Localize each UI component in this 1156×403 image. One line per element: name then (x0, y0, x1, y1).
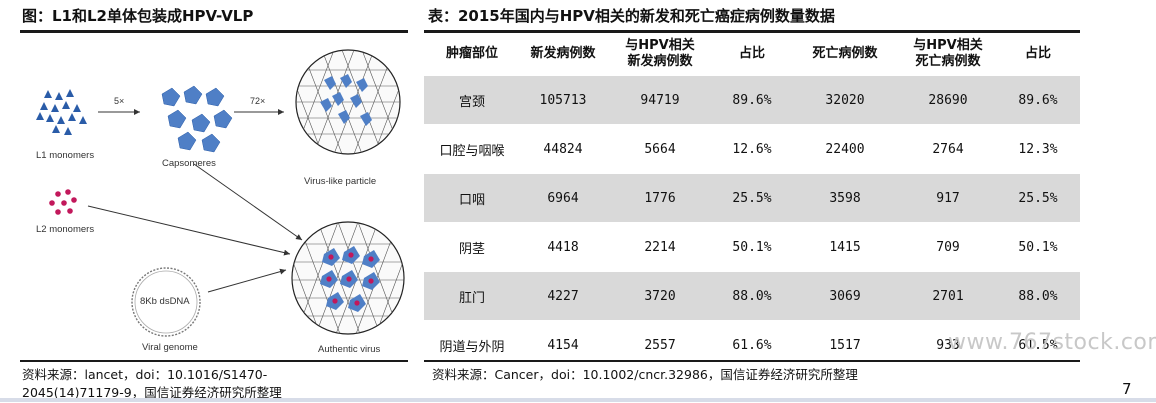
cell-site: 肛门 (424, 271, 520, 321)
figure-source-line2: 2045(14)71179-9，国信证券经济研究所整理 (22, 385, 282, 400)
arrow-l2-to-virus (87, 205, 291, 256)
table-row: 口咽 6964 1776 25.5% 3598 917 25.5% (424, 173, 1080, 223)
l1-monomers-cluster (36, 89, 87, 135)
watermark: www.767stock.com (948, 330, 1156, 355)
table-row: 肛门 4227 3720 88.0% 3069 2701 88.0% (424, 271, 1080, 321)
arrow-capsomeres-to-virus (193, 163, 303, 241)
viral-genome-label: Viral genome (142, 342, 198, 353)
cell-site: 口咽 (424, 173, 520, 223)
figure-title: 图：L1和L2单体包装成HPV-VLP (22, 7, 254, 25)
figure-source-note: 资料来源：lancet，doi：10.1016/S1470- 2045(14)7… (22, 366, 402, 402)
table-header-row: 肿瘤部位 新发病例数 与HPV相关 新发病例数 占比 死亡病例数 与HPV相关 死亡… (424, 33, 1080, 76)
l1-monomers-label: L1 monomers (36, 150, 94, 161)
cell-new-cases: 6964 (520, 173, 606, 223)
arrow-genome-to-virus (207, 268, 287, 293)
table-title-rule (424, 30, 1080, 33)
cell-new-cases: 4418 (520, 222, 606, 272)
figure-bottom-rule (20, 360, 408, 362)
header-cell-deaths: 死亡病例数 (812, 46, 878, 61)
cell-new-pct: 12.6% (714, 124, 790, 174)
cell-death-pct: 88.0% (996, 271, 1080, 321)
cell-new-pct: 50.1% (714, 222, 790, 272)
cell-hpv-deaths: 28690 (900, 75, 996, 125)
cell-hpv-new: 2214 (606, 222, 714, 272)
figure-source-line1: 资料来源：lancet，doi：10.1016/S1470- (22, 367, 268, 382)
step-5x-label: 5× (114, 96, 124, 106)
cell-deaths: 22400 (790, 124, 900, 174)
cell-deaths: 32020 (790, 75, 900, 125)
hpv-vlp-assembly-diagram: L1 monomers 5× Capsomeres 72× (36, 49, 405, 355)
vlp-label: Virus-like particle (304, 176, 376, 187)
authentic-virus-label: Authentic virus (318, 344, 381, 355)
header-cell-new-pct: 占比 (738, 46, 765, 61)
cell-hpv-new: 94719 (606, 75, 714, 125)
table-row: 阴茎 4418 2214 50.1% 1415 709 50.1% (424, 222, 1080, 272)
figure-title-rule (20, 30, 408, 33)
header-cell-hpv-deaths: 与HPV相关 死亡病例数 (913, 38, 983, 69)
header-cell-hpv-new: 与HPV相关 新发病例数 (625, 38, 695, 69)
cell-new-cases: 4227 (520, 271, 606, 321)
cell-hpv-new: 3720 (606, 271, 714, 321)
authentic-virus-shell (291, 221, 405, 335)
cell-death-pct: 89.6% (996, 75, 1080, 125)
cell-new-cases: 44824 (520, 124, 606, 174)
cell-new-pct: 88.0% (714, 271, 790, 321)
header-cell-new-cases: 新发病例数 (530, 46, 596, 61)
viral-genome-ring (131, 267, 201, 337)
cell-deaths: 3598 (790, 173, 900, 223)
table-source-note: 资料来源：Cancer，doi：10.1002/cncr.32986，国信证券经… (432, 367, 858, 382)
header-cell-death-pct: 占比 (1024, 46, 1051, 61)
table-bottom-rule (424, 360, 1080, 362)
cell-site: 阴茎 (424, 222, 520, 272)
cell-death-pct: 12.3% (996, 124, 1080, 174)
dsdna-label: 8Kb dsDNA (140, 296, 190, 307)
header-cell-site: 肿瘤部位 (445, 46, 498, 61)
cell-deaths: 3069 (790, 271, 900, 321)
cell-hpv-deaths: 2764 (900, 124, 996, 174)
cell-hpv-deaths: 917 (900, 173, 996, 223)
footer-line (0, 398, 1156, 402)
page-number: 7 (1122, 380, 1132, 398)
virus-like-particle-shell (295, 49, 401, 155)
cell-site: 口腔与咽喉 (424, 124, 520, 174)
hpv-cancer-table: 肿瘤部位 新发病例数 与HPV相关 新发病例数 占比 死亡病例数 与HPV相关 死亡… (424, 33, 1080, 369)
cell-deaths: 1415 (790, 222, 900, 272)
virus-capsomeres (320, 246, 380, 312)
cell-new-cases: 105713 (520, 75, 606, 125)
cell-hpv-new: 1776 (606, 173, 714, 223)
table-row: 口腔与咽喉 44824 5664 12.6% 22400 2764 12.3% (424, 124, 1080, 174)
cell-hpv-deaths: 2701 (900, 271, 996, 321)
cell-hpv-new: 5664 (606, 124, 714, 174)
cell-hpv-deaths: 709 (900, 222, 996, 272)
table-row: 宫颈 105713 94719 89.6% 32020 28690 89.6% (424, 75, 1080, 125)
cell-site: 宫颈 (424, 75, 520, 125)
step-72x-label: 72× (250, 96, 265, 106)
capsomeres-cluster (161, 85, 233, 153)
cell-death-pct: 50.1% (996, 222, 1080, 272)
capsomeres-label: Capsomeres (162, 158, 216, 169)
l2-monomers-label: L2 monomers (36, 224, 94, 235)
l2-monomers-cluster (49, 189, 77, 215)
cell-new-pct: 89.6% (714, 75, 790, 125)
table-title: 表：2015年国内与HPV相关的新发和死亡癌症病例数量数据 (428, 7, 835, 25)
cell-death-pct: 25.5% (996, 173, 1080, 223)
cell-new-pct: 25.5% (714, 173, 790, 223)
vlp-capsomeres (320, 74, 372, 126)
